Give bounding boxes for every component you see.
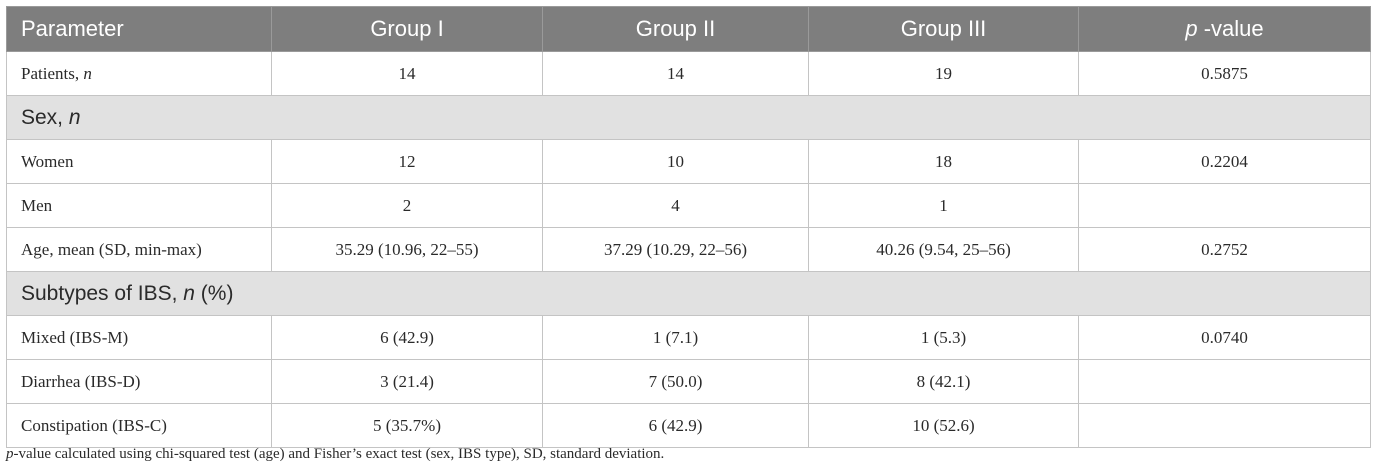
cell-group-2: 37.29 (10.29, 22–56) [542,227,809,272]
table-footnote: p-value calculated using chi-squared tes… [6,446,664,463]
cell-group-2: 4 [542,183,809,228]
footnote-p-letter: p [6,446,14,462]
cell-p-value: 0.5875 [1078,51,1371,96]
section-label-text: Subtypes of IBS, [21,281,184,305]
row-label: Constipation (IBS-C) [6,403,272,448]
section-label-tail: (%) [194,281,234,305]
row-label: Women [6,139,272,184]
cell-group-3: 19 [808,51,1079,96]
cell-group-2: 1 (7.1) [542,315,809,360]
cell-p-value [1078,403,1371,448]
baseline-characteristics-table: Parameter Group I Group II Group III p -… [6,6,1371,448]
cell-group-1: 35.29 (10.96, 22–55) [271,227,543,272]
cell-group-3: 1 (5.3) [808,315,1079,360]
header-group-1: Group I [271,6,543,52]
cell-group-2: 6 (42.9) [542,403,809,448]
table-row: Mixed (IBS-M) 6 (42.9) 1 (7.1) 1 (5.3) 0… [6,315,1371,360]
header-group-3: Group III [808,6,1079,52]
cell-group-2: 14 [542,51,809,96]
row-label: Men [6,183,272,228]
section-label-italic: n [68,105,81,129]
cell-group-3: 8 (42.1) [808,359,1079,404]
table-row: Age, mean (SD, min-max) 35.29 (10.96, 22… [6,227,1371,272]
cell-p-value: 0.2752 [1078,227,1371,272]
header-p-value: p -value [1078,6,1371,52]
header-p-letter: p [1185,16,1198,41]
row-label: Mixed (IBS-M) [6,315,272,360]
cell-p-value [1078,183,1371,228]
row-label-text: Patients, [21,63,84,83]
header-p-suffix: -value [1197,16,1264,41]
row-label: Diarrhea (IBS-D) [6,359,272,404]
cell-p-value: 0.0740 [1078,315,1371,360]
row-label-italic: n [83,63,92,83]
cell-group-1: 6 (42.9) [271,315,543,360]
section-row-ibs-subtypes: Subtypes of IBS, n (%) [6,271,1371,316]
cell-p-value: 0.2204 [1078,139,1371,184]
cell-group-1: 12 [271,139,543,184]
cell-group-3: 1 [808,183,1079,228]
header-group-2: Group II [542,6,809,52]
cell-group-2: 7 (50.0) [542,359,809,404]
section-label-italic: n [183,281,195,305]
section-label: Subtypes of IBS, n (%) [6,271,1371,316]
table-row: Men 2 4 1 [6,183,1371,228]
cell-group-1: 5 (35.7%) [271,403,543,448]
cell-group-1: 3 (21.4) [271,359,543,404]
footnote-text: -value calculated using chi-squared test… [13,446,665,462]
table-header-row: Parameter Group I Group II Group III p -… [6,6,1371,52]
row-label: Patients, n [6,51,272,96]
row-label: Age, mean (SD, min-max) [6,227,272,272]
cell-group-1: 2 [271,183,543,228]
header-parameter: Parameter [6,6,272,52]
cell-p-value [1078,359,1371,404]
table-row: Diarrhea (IBS-D) 3 (21.4) 7 (50.0) 8 (42… [6,359,1371,404]
table-row: Women 12 10 18 0.2204 [6,139,1371,184]
section-label-text: Sex, [21,105,69,129]
section-row-sex: Sex, n [6,95,1371,140]
section-label: Sex, n [6,95,1371,140]
cell-group-3: 18 [808,139,1079,184]
cell-group-1: 14 [271,51,543,96]
cell-group-3: 40.26 (9.54, 25–56) [808,227,1079,272]
cell-group-3: 10 (52.6) [808,403,1079,448]
table-row: Patients, n 14 14 19 0.5875 [6,51,1371,96]
cell-group-2: 10 [542,139,809,184]
table-row: Constipation (IBS-C) 5 (35.7%) 6 (42.9) … [6,403,1371,448]
